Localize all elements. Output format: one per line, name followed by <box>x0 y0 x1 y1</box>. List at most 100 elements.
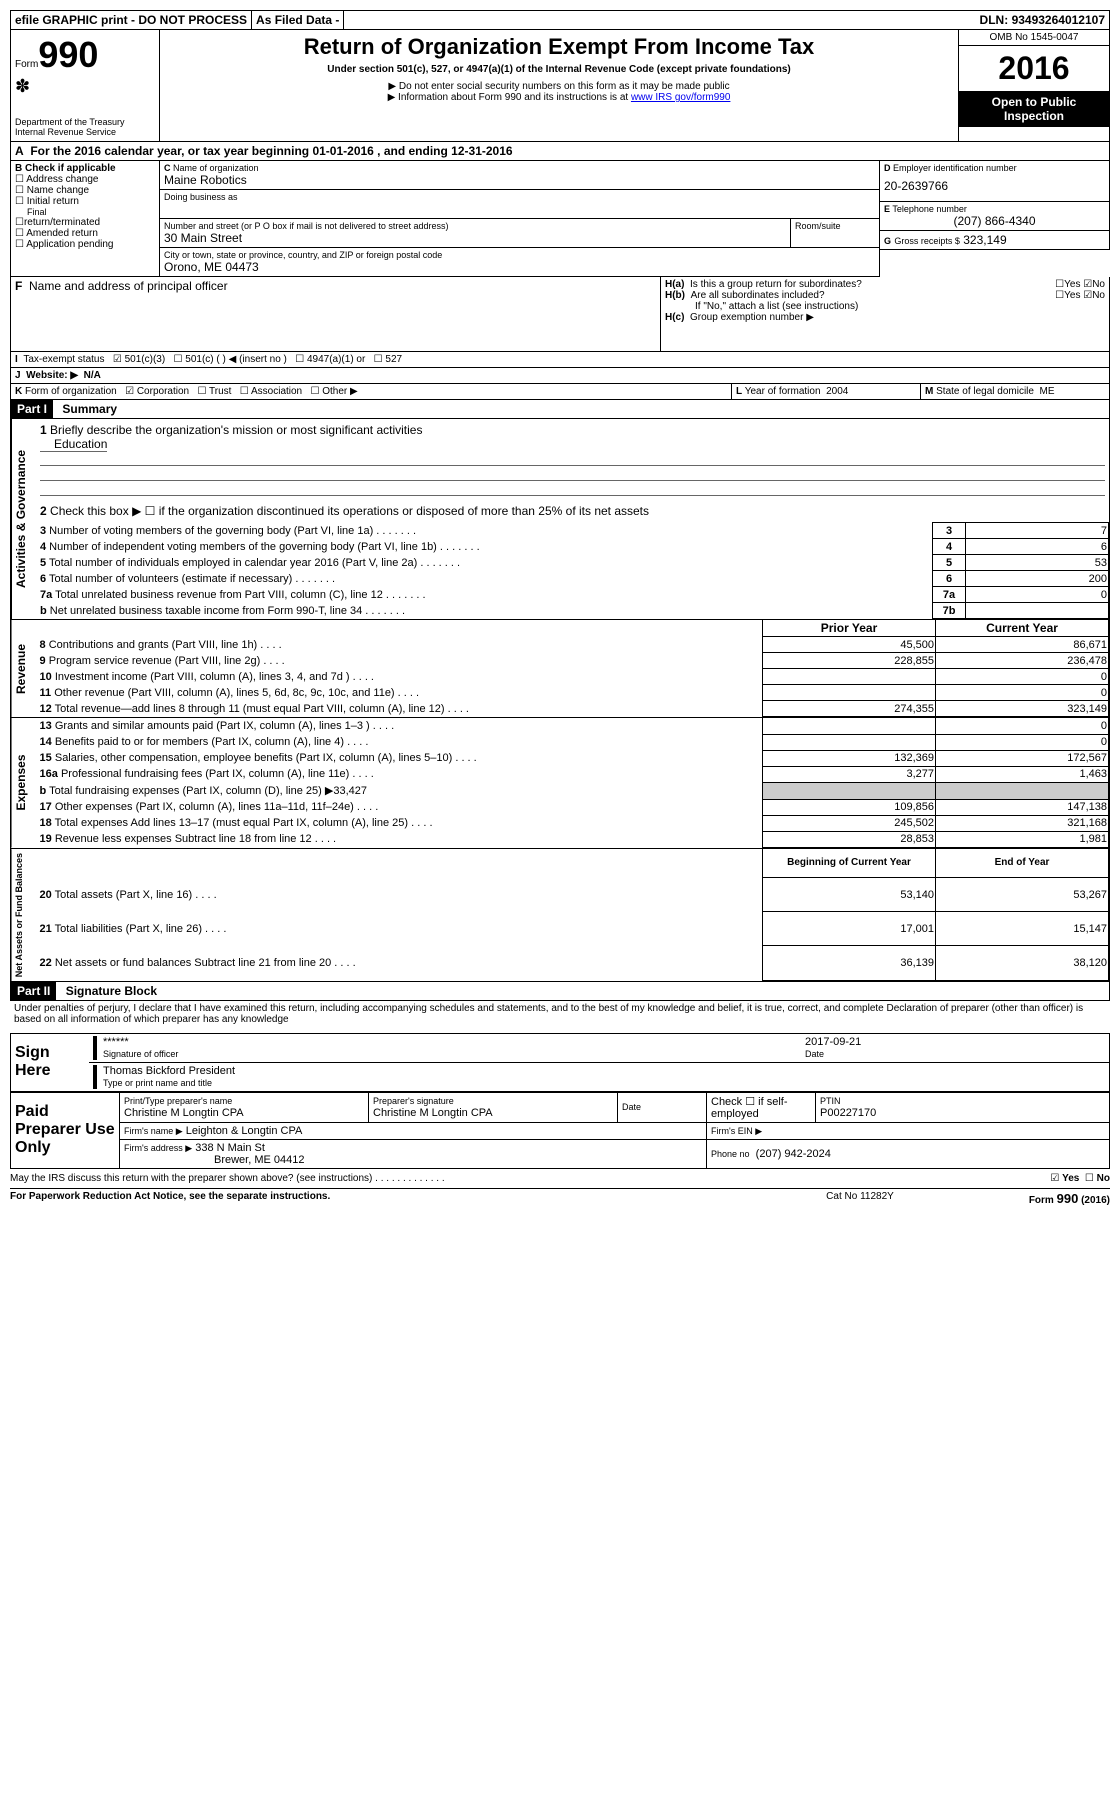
financial-row: 14 Benefits paid to or for members (Part… <box>36 734 1109 750</box>
prep-date-label: Date <box>622 1102 641 1112</box>
expenses-block: Expenses 13 Grants and similar amounts p… <box>10 718 1110 849</box>
efile-label: efile GRAPHIC print - DO NOT PROCESS <box>11 11 252 29</box>
footer: For Paperwork Reduction Act Notice, see … <box>10 1188 1110 1206</box>
top-strip: efile GRAPHIC print - DO NOT PROCESS As … <box>10 10 1110 30</box>
q2-label: Check this box ▶ ☐ if the organization d… <box>50 504 649 518</box>
financial-row: b Total fundraising expenses (Part IX, c… <box>36 782 1109 799</box>
q1-label: Briefly describe the organization's miss… <box>50 423 422 437</box>
ha-label: Is this a group return for subordinates? <box>690 279 862 290</box>
check-amended[interactable]: Amended return <box>26 228 98 239</box>
firm-addr-label: Firm's address ▶ <box>124 1143 192 1153</box>
hb-label: Are all subordinates included? <box>691 290 825 301</box>
financial-row: 22 Net assets or fund balances Subtract … <box>36 946 1109 980</box>
financial-row: 9 Program service revenue (Part VIII, li… <box>36 653 1109 669</box>
dln: DLN: 93493264012107 <box>976 11 1109 29</box>
asfiled-label: As Filed Data - <box>252 11 344 29</box>
cat-no: Cat No 11282Y <box>760 1191 960 1206</box>
firm-ein-label: Firm's EIN ▶ <box>711 1126 762 1136</box>
hb-note: If "No," attach a list (see instructions… <box>665 301 1105 312</box>
financial-row: 19 Revenue less expenses Subtract line 1… <box>36 831 1109 847</box>
hb-no: No <box>1092 290 1105 301</box>
financial-row: 11 Other revenue (Part VIII, column (A),… <box>36 685 1109 701</box>
summary-row: 7a Total unrelated business revenue from… <box>36 587 1109 603</box>
financial-row: 8 Contributions and grants (Part VIII, l… <box>36 637 1109 653</box>
form-number: 990 <box>38 34 98 75</box>
financial-row: 10 Investment income (Part VIII, column … <box>36 669 1109 685</box>
ein: 20-2639766 <box>884 173 1105 199</box>
self-employed-check[interactable]: Check ☐ if self-employed <box>707 1092 816 1122</box>
org-address: 30 Main Street <box>164 231 786 245</box>
sig-officer-label: Signature of officer <box>103 1049 178 1059</box>
date-label: Date <box>805 1049 824 1059</box>
d-label: Employer identification number <box>893 163 1017 173</box>
summary-row: 3 Number of voting members of the govern… <box>36 523 1109 539</box>
financial-row: 17 Other expenses (Part IX, column (A), … <box>36 799 1109 815</box>
form-header: Form990 ✽ Department of the Treasury Int… <box>10 30 1110 142</box>
beg-year-hdr: Beginning of Current Year <box>763 849 936 878</box>
mission: Education <box>40 437 107 452</box>
firm-name: Leighton & Longtin CPA <box>186 1125 303 1137</box>
side-expenses: Expenses <box>11 718 36 848</box>
state-domicile: ME <box>1040 386 1055 397</box>
summary-row: 4 Number of independent voting members o… <box>36 539 1109 555</box>
financial-row: 13 Grants and similar amounts paid (Part… <box>36 718 1109 734</box>
prep-sig-label: Preparer's signature <box>373 1096 454 1106</box>
financial-row: 12 Total revenue—add lines 8 through 11 … <box>36 701 1109 717</box>
website: N/A <box>84 370 101 381</box>
city-label: City or town, state or province, country… <box>164 250 875 260</box>
irs-label: Internal Revenue Service <box>15 127 155 137</box>
form-subtitle: Under section 501(c), 527, or 4947(a)(1)… <box>164 64 954 75</box>
sign-date: 2017-09-21 <box>805 1036 861 1048</box>
side-netassets: Net Assets or Fund Balances <box>11 849 36 981</box>
dept-label: Department of the Treasury <box>15 117 155 127</box>
signature-redacted: ****** <box>103 1036 129 1048</box>
open-public-badge: Open to Public Inspection <box>959 91 1109 127</box>
financial-row: 21 Total liabilities (Part X, line 26) .… <box>36 912 1109 946</box>
summary-row: 5 Total number of individuals employed i… <box>36 555 1109 571</box>
form-title: Return of Organization Exempt From Incom… <box>164 34 954 60</box>
check-initial-return[interactable]: Initial return <box>27 196 79 207</box>
room-label: Room/suite <box>795 221 875 231</box>
hc-label: Group exemption number ▶ <box>690 312 814 323</box>
sign-here-label: Sign Here <box>11 1033 90 1091</box>
declaration: Under penalties of perjury, I declare th… <box>10 1001 1110 1027</box>
addr-label: Number and street (or P O box if mail is… <box>164 221 786 231</box>
ptin-label: PTIN <box>820 1096 841 1106</box>
financial-row: 15 Salaries, other compensation, employe… <box>36 750 1109 766</box>
firm-address: 338 N Main St <box>195 1142 265 1154</box>
k-l-m-block: K Form of organization ☑ Corporation ☐ T… <box>10 384 1110 400</box>
irs-link[interactable]: www IRS gov/form990 <box>631 92 730 103</box>
check-app-pending[interactable]: Application pending <box>26 239 113 250</box>
dba-label: Doing business as <box>164 192 875 202</box>
phone-label: Phone no <box>711 1149 750 1159</box>
pra-notice: For Paperwork Reduction Act Notice, see … <box>10 1191 760 1206</box>
check-name-change[interactable]: Name change <box>27 185 89 196</box>
part-ii-header: Part II Signature Block <box>10 982 1110 1001</box>
g-label: Gross receipts $ <box>894 236 960 246</box>
form-label: Form <box>15 59 38 70</box>
ptin: P00227170 <box>820 1107 876 1119</box>
note-instructions: ▶ Information about Form 990 and its ins… <box>164 92 954 103</box>
section-i: I Tax-exempt status ☑ 501(c)(3) ☐ 501(c)… <box>10 352 1110 368</box>
firm-phone: (207) 942-2024 <box>756 1148 831 1160</box>
discuss-row: May the IRS discuss this return with the… <box>10 1169 1110 1188</box>
check-address-change[interactable]: Address change <box>26 174 98 185</box>
year-formation: 2004 <box>826 386 848 397</box>
telephone: (207) 866-4340 <box>884 214 1105 228</box>
financial-row: 18 Total expenses Add lines 13–17 (must … <box>36 815 1109 831</box>
omb-number: OMB No 1545-0047 <box>959 30 1109 46</box>
gross-receipts: 323,149 <box>963 233 1006 247</box>
tax-year: 2016 <box>959 46 1109 91</box>
side-revenue: Revenue <box>11 620 36 717</box>
ha-no: No <box>1092 279 1105 290</box>
financial-row: 16a Professional fundraising fees (Part … <box>36 766 1109 782</box>
f-h-block: F Name and address of principal officer … <box>10 277 1110 352</box>
netassets-block: Net Assets or Fund Balances Beginning of… <box>10 849 1110 982</box>
end-year-hdr: End of Year <box>936 849 1109 878</box>
paid-preparer-label: Paid Preparer Use Only <box>11 1092 120 1168</box>
preparer-name: Christine M Longtin CPA <box>124 1107 244 1119</box>
summary-row: 6 Total number of volunteers (estimate i… <box>36 571 1109 587</box>
form-footer: Form 990 (2016) <box>960 1191 1110 1206</box>
revenue-block: Revenue Prior Year Current Year 8 Contri… <box>10 620 1110 718</box>
f-label: Name and address of principal officer <box>29 279 228 293</box>
